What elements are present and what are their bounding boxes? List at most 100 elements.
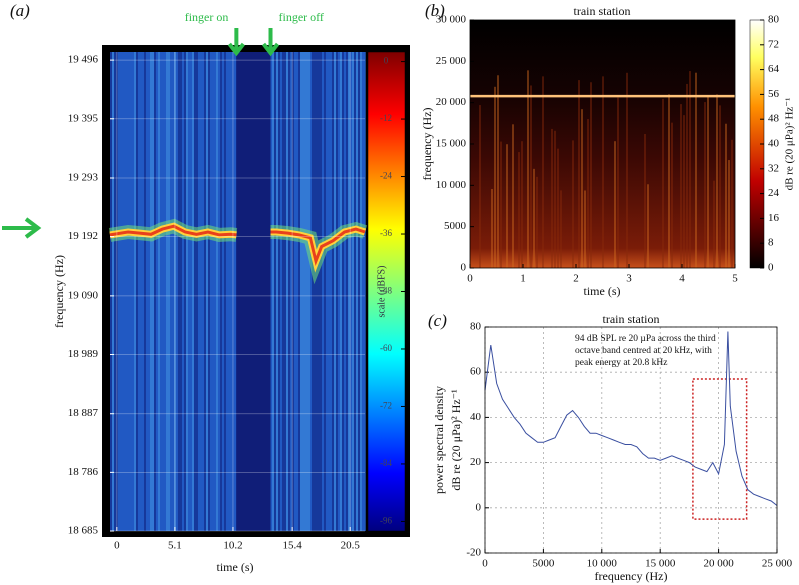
spectrogram-streak — [506, 144, 508, 268]
spectrogram-streak — [512, 124, 514, 268]
colorbar-tick-label: 0 — [384, 56, 389, 66]
plot-bg — [485, 327, 777, 553]
spectrogram-streak — [614, 141, 616, 268]
spectrogram-streak — [162, 52, 164, 531]
arrow — [2, 217, 42, 239]
spectrogram-streak — [172, 52, 174, 531]
spectrogram-streak — [310, 52, 312, 531]
annotation: octave band centred at 20 kHz, with — [575, 346, 712, 356]
colorbar-tick-label: -96 — [380, 515, 392, 525]
spectrogram-streak — [662, 98, 664, 269]
spectrogram-streak — [308, 52, 310, 531]
spectrogram-streak — [336, 52, 338, 531]
spectrogram-streak — [354, 52, 356, 531]
spectrogram-streak — [330, 52, 332, 531]
spectrogram-streak — [314, 52, 316, 531]
spectrogram-streak — [554, 130, 556, 268]
spectrogram-streak — [230, 52, 232, 531]
spectrogram-streak — [288, 52, 290, 531]
spectrogram-streak — [704, 102, 706, 268]
spectrogram-streak — [284, 52, 286, 531]
x-tick-label: 25 000 — [762, 558, 793, 570]
x-tick-label: 3 — [626, 273, 632, 285]
y-tick-label: 19 090 — [68, 289, 99, 301]
spectrogram-streak — [180, 52, 182, 531]
spectrogram-streak — [360, 52, 362, 531]
colorbar-label: dB re (20 μPa)² Hz⁻¹ — [784, 98, 796, 191]
y-axis-label: frequency (Hz) — [420, 108, 434, 181]
spectrogram-streak — [124, 52, 126, 531]
chart-title: train station — [603, 312, 660, 326]
spectrogram-streak — [312, 52, 314, 531]
axes-frame — [484, 326, 778, 554]
spectrogram-streak — [168, 52, 170, 531]
spectrogram-streak — [150, 52, 152, 531]
spectrogram-streak — [332, 52, 334, 531]
spectrogram-streak — [214, 52, 216, 531]
spectrogram-streak — [713, 180, 715, 268]
spectrogram-streak — [320, 52, 322, 531]
spectrogram-streak — [126, 52, 128, 531]
spectrogram-streak — [521, 141, 523, 268]
y-axis-label: dB re (20 μPa)² Hz⁻¹ — [449, 389, 463, 491]
y-tick-label: 60 — [470, 366, 482, 378]
spectrogram-streak — [348, 52, 350, 531]
spectrogram-streak — [362, 52, 364, 531]
y-tick-label: 0 — [476, 501, 482, 513]
spectrogram-streak — [346, 52, 348, 531]
annotation: 94 dB SPL re 20 µPa across the third — [575, 334, 716, 344]
spectrogram-streak — [136, 52, 138, 531]
x-tick-label: 10 000 — [587, 558, 618, 570]
event-label: finger on — [185, 10, 229, 24]
spectrogram-streak — [671, 122, 673, 268]
colorbar-tick-label: 64 — [768, 63, 780, 75]
spectrogram-streak — [110, 52, 112, 531]
spectrogram-streak — [218, 52, 220, 531]
y-tick-label: 20 000 — [436, 96, 467, 108]
spectrogram-streak — [166, 52, 168, 531]
colorbar-tick-label: 0 — [768, 262, 774, 274]
arrow — [227, 28, 245, 57]
x-tick-label: 20 000 — [703, 558, 734, 570]
spectrogram-streak — [114, 52, 116, 531]
spectrogram-streak — [587, 119, 589, 268]
colorbar-tick-label: 40 — [768, 138, 780, 150]
colorbar — [367, 51, 406, 532]
colorbar-tick-label: 80 — [768, 14, 780, 26]
spectrogram-streak — [134, 52, 136, 531]
spectrogram-streak — [202, 52, 204, 531]
x-tick-label: 20.5 — [341, 540, 361, 552]
spectrogram-streak — [282, 52, 284, 531]
colorbar-tick-label: 56 — [768, 88, 780, 100]
y-tick-label: 18 887 — [68, 407, 99, 419]
y-tick-label: 25 000 — [436, 55, 467, 67]
colorbar-tick-label: 16 — [768, 212, 780, 224]
spectrogram-streak — [707, 96, 709, 268]
y-tick-label: 5000 — [444, 220, 467, 232]
y-tick-label: 20 — [470, 456, 482, 468]
colorbar-tick-label: 24 — [768, 187, 780, 199]
spectrogram-streak — [144, 52, 146, 531]
x-tick-label: 10.2 — [223, 540, 242, 552]
colorbar-label: scale (dBFS) — [376, 266, 387, 318]
spectrogram-streak — [290, 52, 292, 531]
spectrogram-streak — [278, 52, 280, 531]
spectrogram-streak — [500, 141, 502, 268]
spectrogram-streak — [560, 190, 562, 268]
panel-label: (a) — [10, 1, 30, 20]
spectrogram-streak — [156, 52, 158, 531]
spectrogram-streak — [536, 176, 538, 268]
colorbar-tick-label: -24 — [380, 171, 392, 181]
x-tick-label: 5000 — [532, 558, 555, 570]
spectrogram-streak — [296, 52, 298, 531]
spectrogram-streak — [581, 109, 583, 268]
spectrogram-streak — [644, 134, 646, 268]
spectrogram-streak — [234, 52, 236, 531]
spectrogram-streak — [292, 52, 294, 531]
spectrogram-streak — [164, 52, 166, 531]
spectrogram-streak — [224, 52, 226, 531]
spectrogram-streak — [220, 52, 222, 531]
y-tick-label: 0 — [461, 262, 467, 274]
y-tick-label: 19 496 — [68, 54, 99, 66]
